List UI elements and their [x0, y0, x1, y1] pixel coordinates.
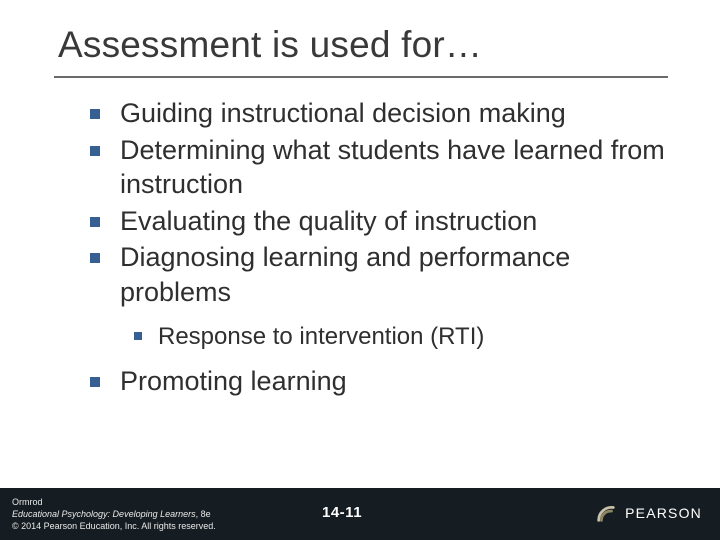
square-bullet-icon	[90, 146, 100, 156]
sub-list-item-text: Response to intervention (RTI)	[158, 321, 484, 352]
list-item-text: Evaluating the quality of instruction	[120, 204, 537, 239]
list-item-text: Determining what students have learned f…	[120, 133, 676, 202]
footer-bar: Ormrod Educational Psychology: Developin…	[0, 488, 720, 540]
list-item: Guiding instructional decision making	[90, 96, 676, 131]
square-bullet-icon	[134, 332, 142, 340]
page-number: 14-11	[322, 504, 362, 521]
footer-book-title: Educational Psychology: Developing Learn…	[12, 509, 196, 519]
footer-book-line: Educational Psychology: Developing Learn…	[12, 508, 216, 520]
sub-list-item: Response to intervention (RTI)	[134, 321, 676, 352]
list-item: Evaluating the quality of instruction	[90, 204, 676, 239]
square-bullet-icon	[90, 217, 100, 227]
list-item-text: Promoting learning	[120, 364, 347, 399]
title-underline	[54, 76, 668, 78]
content-area: Guiding instructional decision making De…	[90, 96, 676, 401]
list-item: Determining what students have learned f…	[90, 133, 676, 202]
footer-credits: Ormrod Educational Psychology: Developin…	[12, 496, 216, 532]
list-item: Diagnosing learning and performance prob…	[90, 240, 676, 309]
list-item-text: Guiding instructional decision making	[120, 96, 566, 131]
list-item: Promoting learning	[90, 364, 676, 399]
slide-title: Assessment is used for…	[58, 24, 482, 66]
square-bullet-icon	[90, 377, 100, 387]
square-bullet-icon	[90, 109, 100, 119]
list-item-text: Diagnosing learning and performance prob…	[120, 240, 676, 309]
square-bullet-icon	[90, 253, 100, 263]
brand-name: PEARSON	[625, 505, 702, 521]
brand-block: PEARSON	[595, 502, 702, 524]
pearson-logo-icon	[595, 502, 617, 524]
footer-edition: , 8e	[196, 509, 211, 519]
footer-author: Ormrod	[12, 496, 216, 508]
footer-copyright: © 2014 Pearson Education, Inc. All right…	[12, 520, 216, 532]
slide: Assessment is used for… Guiding instruct…	[0, 0, 720, 540]
